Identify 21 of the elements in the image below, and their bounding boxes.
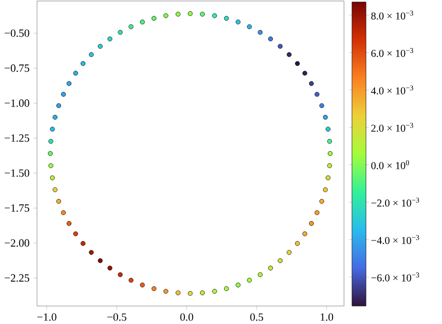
y-tick-label: −1.00 xyxy=(4,99,30,107)
color-bar-label: 2.0 × 10$^{−3}$ xyxy=(371,122,414,132)
y-tick-label: −0.75 xyxy=(4,64,30,72)
y-tick-label: −1.25 xyxy=(4,134,30,142)
color-bar-label: −4.0 × 10$^{−3}$ xyxy=(371,234,420,244)
color-bar-label: 4.0 × 10$^{−3}$ xyxy=(371,85,414,94)
x-tick-label: 0.0 xyxy=(180,313,194,321)
x-tick-label: 0.5 xyxy=(250,313,264,321)
color-bar-label: −2.0 × 10$^{−3}$ xyxy=(371,197,420,206)
color-bar-label: 8.0 × 10$^{−3}$ xyxy=(371,10,414,20)
color-bar-label: 6.0 × 10$^{−3}$ xyxy=(371,48,414,57)
color-bar-label: 0.0 × 10$^{0}$ xyxy=(371,160,410,170)
y-tick-label: −1.75 xyxy=(4,204,30,212)
color-bar-label: −6.0 × 10$^{−3}$ xyxy=(371,272,420,282)
x-tick-label: −1.0 xyxy=(37,313,56,321)
x-tick-label: −0.5 xyxy=(107,313,126,321)
y-tick-label: −2.25 xyxy=(4,274,30,282)
y-tick-label: −1.50 xyxy=(4,169,30,177)
x-tick-label: 1.0 xyxy=(320,313,334,321)
y-tick-label: −0.50 xyxy=(4,29,30,37)
y-tick-label: −2.00 xyxy=(4,239,30,247)
